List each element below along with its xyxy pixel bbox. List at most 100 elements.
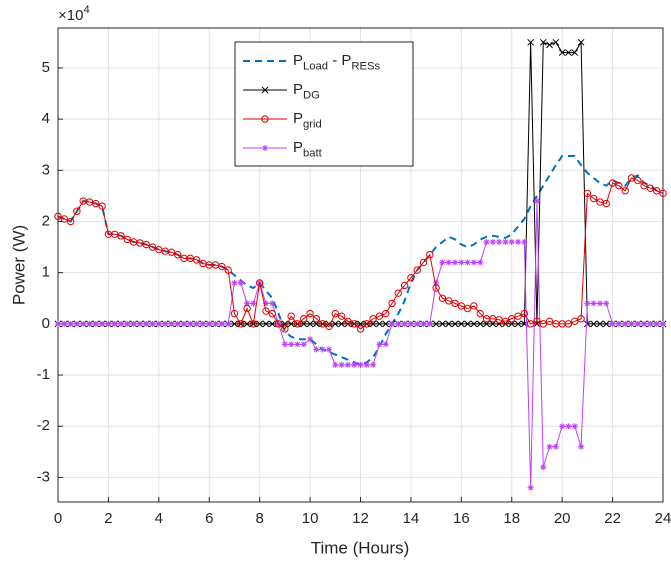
marker xyxy=(426,320,433,327)
marker xyxy=(123,235,132,244)
marker xyxy=(174,251,182,259)
series-line xyxy=(57,154,664,366)
marker xyxy=(307,336,314,343)
marker xyxy=(181,320,188,327)
marker xyxy=(225,320,232,327)
marker xyxy=(344,361,351,368)
marker xyxy=(86,320,93,327)
marker xyxy=(306,309,314,318)
marker xyxy=(249,320,258,328)
marker xyxy=(313,346,320,353)
marker xyxy=(332,361,339,368)
marker xyxy=(419,258,428,267)
x-tick-label: 10 xyxy=(302,510,319,527)
marker xyxy=(212,320,219,327)
axes-box xyxy=(57,27,664,503)
marker xyxy=(262,300,269,307)
marker xyxy=(155,320,162,327)
marker xyxy=(73,320,80,327)
legend-label: Pgrid​ xyxy=(293,110,322,130)
marker xyxy=(142,240,150,249)
marker xyxy=(420,320,427,327)
legend-label: Pbatt​ xyxy=(293,139,323,159)
marker xyxy=(438,294,447,302)
marker xyxy=(243,304,251,313)
y-tick-label: 2 xyxy=(42,212,50,229)
marker xyxy=(149,320,156,327)
marker xyxy=(287,312,295,320)
marker xyxy=(61,320,68,327)
marker xyxy=(111,320,118,327)
marker xyxy=(558,49,566,56)
marker xyxy=(388,299,396,308)
marker xyxy=(237,320,245,328)
marker xyxy=(400,281,409,290)
marker xyxy=(262,320,270,328)
marker xyxy=(117,232,125,240)
marker xyxy=(603,300,610,307)
marker xyxy=(464,320,471,328)
marker xyxy=(337,312,346,320)
marker xyxy=(357,320,364,328)
x-tick-label: 12 xyxy=(352,510,369,527)
marker xyxy=(300,320,308,328)
marker xyxy=(376,320,383,328)
marker xyxy=(287,320,295,328)
marker xyxy=(60,215,69,223)
marker xyxy=(571,49,579,56)
marker xyxy=(565,423,572,430)
marker xyxy=(193,320,200,327)
marker xyxy=(640,181,648,190)
marker xyxy=(294,341,301,348)
marker xyxy=(589,194,598,203)
marker xyxy=(634,320,641,327)
marker xyxy=(306,320,314,328)
x-tick-label: 6 xyxy=(205,510,213,527)
marker xyxy=(489,320,497,328)
marker xyxy=(445,259,452,266)
marker xyxy=(192,256,201,264)
marker xyxy=(464,259,471,266)
x-tick-label: 2 xyxy=(104,510,112,527)
marker xyxy=(376,341,383,348)
marker xyxy=(615,320,622,327)
marker xyxy=(477,259,484,266)
marker xyxy=(445,320,453,328)
x-tick-label: 14 xyxy=(403,510,420,527)
marker xyxy=(168,320,175,327)
x-tick-label: 16 xyxy=(453,510,470,527)
marker xyxy=(539,38,547,46)
marker xyxy=(463,304,472,313)
marker xyxy=(584,300,591,307)
marker xyxy=(250,300,257,307)
marker xyxy=(331,309,339,318)
marker xyxy=(243,320,251,328)
marker xyxy=(80,320,87,327)
marker xyxy=(540,464,547,471)
marker xyxy=(414,320,421,327)
marker xyxy=(520,309,529,318)
marker xyxy=(501,317,510,326)
marker xyxy=(394,289,403,297)
marker xyxy=(136,320,143,327)
marker xyxy=(583,189,592,198)
marker xyxy=(268,309,276,318)
marker xyxy=(609,320,616,327)
marker xyxy=(458,259,465,266)
marker xyxy=(476,309,484,318)
marker xyxy=(67,320,74,327)
marker xyxy=(608,179,617,187)
marker xyxy=(382,309,390,318)
marker xyxy=(350,320,358,328)
marker xyxy=(457,302,466,310)
y-tick-label: 5 xyxy=(42,59,50,76)
y-tick-label: -1 xyxy=(37,366,50,383)
marker xyxy=(407,274,415,282)
marker xyxy=(432,320,440,328)
marker xyxy=(167,248,176,256)
marker xyxy=(389,320,396,327)
marker xyxy=(546,41,553,49)
marker xyxy=(262,307,270,315)
marker xyxy=(281,341,288,348)
marker xyxy=(641,320,648,327)
